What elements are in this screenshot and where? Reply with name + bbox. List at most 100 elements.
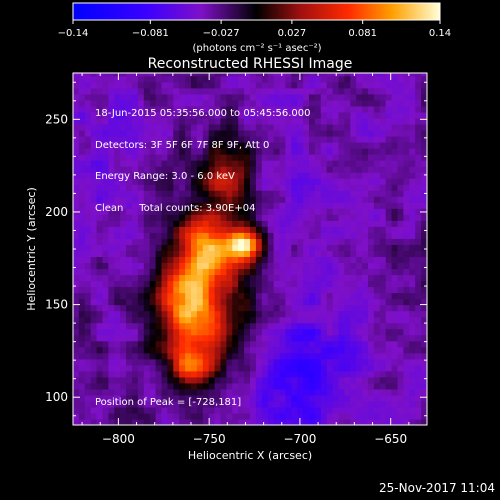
heatmap-cell: [179, 400, 186, 408]
heatmap-cell: [261, 400, 269, 408]
heatmap-cell: [273, 394, 281, 402]
heatmap-cell: [155, 117, 163, 125]
heatmap-cell: [73, 262, 80, 270]
heatmap-cell: [232, 328, 239, 336]
heatmap-cell: [261, 148, 269, 155]
heatmap-cell: [303, 250, 310, 258]
heatmap-cell: [373, 346, 381, 354]
heatmap-cell: [155, 232, 163, 239]
heatmap-cell: [149, 352, 157, 360]
heatmap-cell: [149, 268, 157, 276]
heatmap-cell: [120, 160, 127, 167]
heatmap-cell: [196, 268, 204, 276]
heatmap-cell: [379, 148, 387, 155]
heatmap-cell: [385, 412, 393, 420]
heatmap-cell: [409, 370, 416, 378]
heatmap-cell: [226, 304, 233, 312]
heatmap-cell: [114, 352, 121, 360]
heatmap-cell: [108, 148, 115, 155]
heatmap-cell: [314, 406, 322, 414]
heatmap-cell: [179, 154, 186, 161]
heatmap-cell: [126, 232, 133, 239]
heatmap-cell: [350, 328, 357, 336]
heatmap-cell: [167, 87, 174, 95]
heatmap-cell: [297, 129, 304, 137]
heatmap-cell: [261, 280, 269, 288]
heatmap-cell: [244, 358, 251, 366]
heatmap-cell: [267, 135, 275, 143]
heatmap-cell: [96, 346, 104, 354]
heatmap-cell: [196, 292, 204, 300]
heatmap-cell: [161, 81, 168, 89]
heatmap-cell: [114, 184, 121, 191]
heatmap-cell: [338, 370, 345, 378]
heatmap-cell: [220, 316, 227, 324]
heatmap-cell: [344, 364, 351, 372]
heatmap-cell: [102, 304, 109, 312]
heatmap-cell: [137, 154, 145, 161]
heatmap-cell: [202, 376, 210, 384]
heatmap-cell: [167, 238, 174, 245]
heatmap-cell: [267, 244, 275, 251]
heatmap-cell: [208, 99, 216, 107]
heatmap-cell: [238, 196, 245, 203]
heatmap-cell: [368, 412, 375, 420]
heatmap-cell: [226, 298, 233, 306]
heatmap-cell: [338, 358, 345, 366]
heatmap-cell: [409, 75, 416, 83]
heatmap-cell: [291, 190, 298, 197]
heatmap-cell: [126, 340, 133, 348]
heatmap-cell: [326, 322, 334, 330]
heatmap-cell: [232, 304, 239, 312]
heatmap-cell: [238, 406, 245, 414]
heatmap-cell: [285, 154, 292, 161]
heatmap-cell: [397, 310, 404, 318]
heatmap-cell: [320, 232, 328, 239]
heatmap-cell: [279, 196, 286, 203]
heatmap-cell: [90, 292, 98, 300]
heatmap-cell: [155, 322, 163, 330]
heatmap-cell: [185, 160, 192, 167]
heatmap-cell: [320, 238, 328, 245]
heatmap-cell: [267, 292, 275, 300]
heatmap-cell: [226, 123, 233, 131]
heatmap-cell: [320, 346, 328, 354]
heatmap-cell: [303, 274, 310, 282]
heatmap-cell: [84, 154, 92, 161]
heatmap-cell: [297, 376, 304, 384]
heatmap-cell: [373, 238, 381, 245]
x-tick-label: −650: [374, 432, 407, 446]
heatmap-cell: [96, 220, 104, 227]
heatmap-cell: [320, 364, 328, 372]
heatmap-cell: [208, 292, 216, 300]
heatmap-cell: [102, 220, 109, 227]
heatmap-cell: [362, 406, 369, 414]
heatmap-cell: [114, 202, 121, 209]
heatmap-cell: [379, 73, 387, 77]
heatmap-cell: [285, 172, 292, 179]
heatmap-cell: [338, 328, 345, 336]
heatmap-cell: [84, 394, 92, 402]
heatmap-cell: [309, 238, 316, 245]
heatmap-cell: [161, 334, 168, 342]
heatmap-cell: [356, 298, 363, 306]
heatmap-cell: [391, 75, 399, 83]
heatmap-cell: [267, 232, 275, 239]
heatmap-cell: [385, 73, 393, 77]
heatmap-cell: [96, 99, 104, 107]
heatmap-cell: [149, 178, 157, 185]
heatmap-cell: [173, 184, 180, 191]
heatmap-cell: [356, 274, 363, 282]
heatmap-cell: [179, 135, 186, 143]
heatmap-cell: [421, 250, 427, 258]
heatmap-cell: [344, 298, 351, 306]
heatmap-cell: [279, 268, 286, 276]
chart-title: Reconstructed RHESSI Image: [148, 56, 353, 72]
heatmap-cell: [84, 286, 92, 294]
heatmap-cell: [90, 73, 98, 77]
heatmap-cell: [314, 129, 322, 137]
heatmap-cell: [120, 292, 127, 300]
heatmap-cell: [344, 93, 351, 101]
heatmap-cell: [238, 382, 245, 390]
heatmap-cell: [332, 220, 340, 227]
